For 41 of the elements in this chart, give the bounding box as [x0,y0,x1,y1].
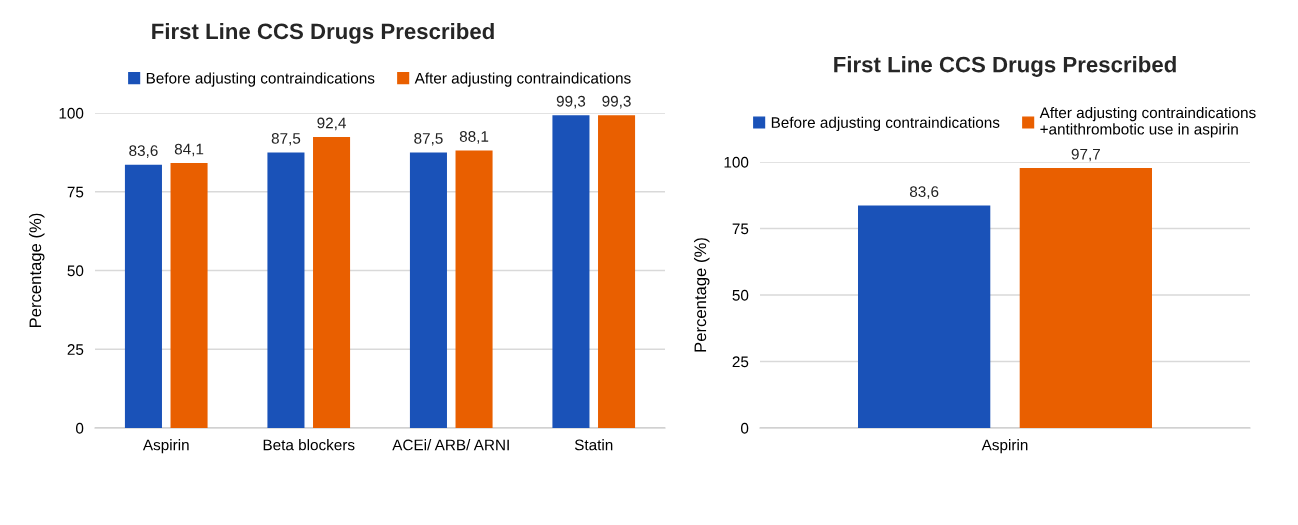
y-tick-label: 50 [732,289,749,301]
data-label: 88,1 [459,131,489,144]
y-tick-label: 0 [75,422,84,434]
y-tick-label: 100 [724,156,749,168]
data-label: 87,5 [414,132,443,146]
chart-title: First Line CCS Drugs Prescribed [152,22,494,44]
y-tick-label: 100 [59,107,84,119]
x-tick-label: Statin [574,439,613,451]
bar [313,136,351,428]
data-label: 99,3 [602,95,631,109]
data-label: 84,1 [174,143,204,157]
legend-label: Before adjusting contraindications [771,116,1000,131]
x-tick-label: ACEi/ ARB/ ARNI [392,439,509,451]
data-label: 87,5 [271,132,301,146]
legend-label: After adjusting contraindications +antithrombotic use in aspirin [1039,106,1256,138]
data-label: 83,6 [129,145,158,158]
y-tick-label: 0 [740,422,749,434]
data-label: 83,6 [909,186,939,199]
bar [124,164,162,428]
y-axis-title: Percentage (%) [693,238,710,352]
y-axis-title: Percentage (%) [28,213,45,328]
y-tick-label: 25 [732,356,749,368]
bar [598,115,636,428]
x-tick-label: Beta blockers [263,439,355,451]
bar [267,152,305,428]
y-tick-label: 75 [732,223,749,235]
data-label: 92,4 [317,117,346,131]
chart-title: First Line CCS Drugs Prescribed [834,56,1176,77]
bar [409,152,447,428]
bar [552,115,590,428]
legend-label: Before adjusting contraindications [146,72,375,87]
bar [170,163,208,428]
x-tick-label: Aspirin [142,439,189,454]
x-tick-label: Aspirin [981,439,1028,454]
bar [455,150,493,428]
data-label: 97,7 [1071,148,1100,162]
y-tick-label: 50 [67,265,84,277]
legend-label: After adjusting contraindications [414,72,631,87]
data-label: 99,3 [556,95,586,109]
y-tick-label: 75 [67,186,84,198]
y-tick-label: 25 [67,344,84,355]
